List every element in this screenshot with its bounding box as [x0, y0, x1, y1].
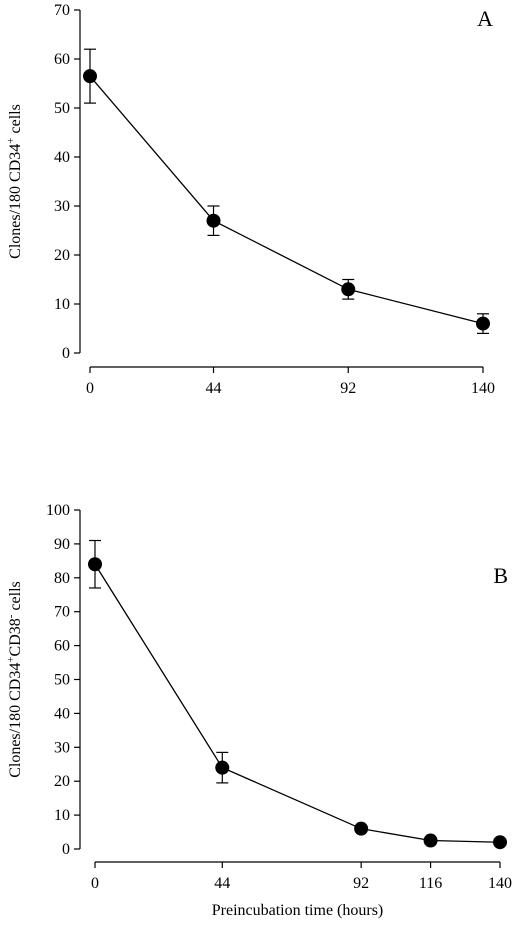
series-line — [89, 75, 484, 325]
x-tick-label: 44 — [206, 380, 222, 397]
y-tick-label: 0 — [62, 345, 70, 362]
data-point — [341, 282, 356, 297]
x-axis-label: Preincubation time (hours) — [212, 902, 384, 919]
y-tick-label: 20 — [54, 247, 70, 264]
y-tick-label: 50 — [54, 100, 70, 117]
y-tick-label: 30 — [54, 198, 70, 215]
data-point — [476, 316, 490, 331]
data-point — [423, 833, 438, 848]
x-tick-label: 116 — [419, 875, 442, 892]
data-point — [88, 557, 102, 572]
x-tick-label: 0 — [91, 875, 99, 892]
y-axis-label-superscript: + — [5, 656, 17, 662]
data-point — [493, 835, 507, 850]
x-tick-label: 0 — [86, 380, 94, 397]
data-point — [206, 213, 221, 228]
y-tick-label: 60 — [54, 51, 70, 68]
x-tick-label: 92 — [353, 875, 369, 892]
x-tick-label: 140 — [488, 875, 512, 892]
y-tick-label: 80 — [54, 570, 70, 587]
y-tick-label: 40 — [54, 149, 70, 166]
y-tick-label: 40 — [54, 705, 70, 722]
data-point — [83, 69, 97, 84]
x-tick-label: 92 — [340, 380, 356, 397]
y-axis-label-main: Clones/180 CD34 — [7, 663, 24, 778]
y-axis-label-main: Clones/180 CD34 — [7, 144, 24, 259]
y-tick-label: 90 — [54, 536, 70, 553]
y-axis-label-tail: cells — [7, 581, 24, 614]
y-tick-label: 70 — [54, 604, 70, 621]
data-point — [354, 821, 369, 836]
y-axis-label-mid: CD38 — [7, 618, 24, 656]
x-tick-label: 140 — [471, 380, 495, 397]
y-tick-label: 60 — [54, 638, 70, 655]
panel-label: A — [477, 6, 493, 31]
series-line — [94, 563, 501, 843]
y-tick-label: 0 — [62, 841, 70, 858]
y-tick-label: 20 — [54, 773, 70, 790]
y-tick-label: 10 — [54, 807, 70, 824]
y-tick-label: 10 — [54, 296, 70, 313]
y-axis-label: Clones/180 CD34+ cells — [5, 104, 24, 259]
y-tick-label: 30 — [54, 739, 70, 756]
data-point — [215, 760, 230, 775]
y-tick-label: 100 — [46, 502, 70, 519]
panel-b-chart: 0 10 20 30 40 50 60 70 80 90 100 0 44 92 116 140 Clones/… — [5, 502, 512, 919]
panel-label: B — [493, 563, 508, 588]
y-axis-label-tail: cells — [7, 104, 24, 137]
y-tick-label: 50 — [54, 672, 70, 689]
panel-a-chart: 0 10 20 30 40 50 60 70 0 44 92 140 Clones/180 CD34+ … — [5, 2, 495, 397]
y-axis-label-superscript: + — [5, 137, 17, 143]
y-axis-label-superscript: - — [5, 614, 17, 618]
y-axis-label: Clones/180 CD34+CD38- cells — [5, 581, 24, 778]
y-tick-label: 70 — [54, 2, 70, 19]
x-tick-label: 44 — [214, 875, 230, 892]
